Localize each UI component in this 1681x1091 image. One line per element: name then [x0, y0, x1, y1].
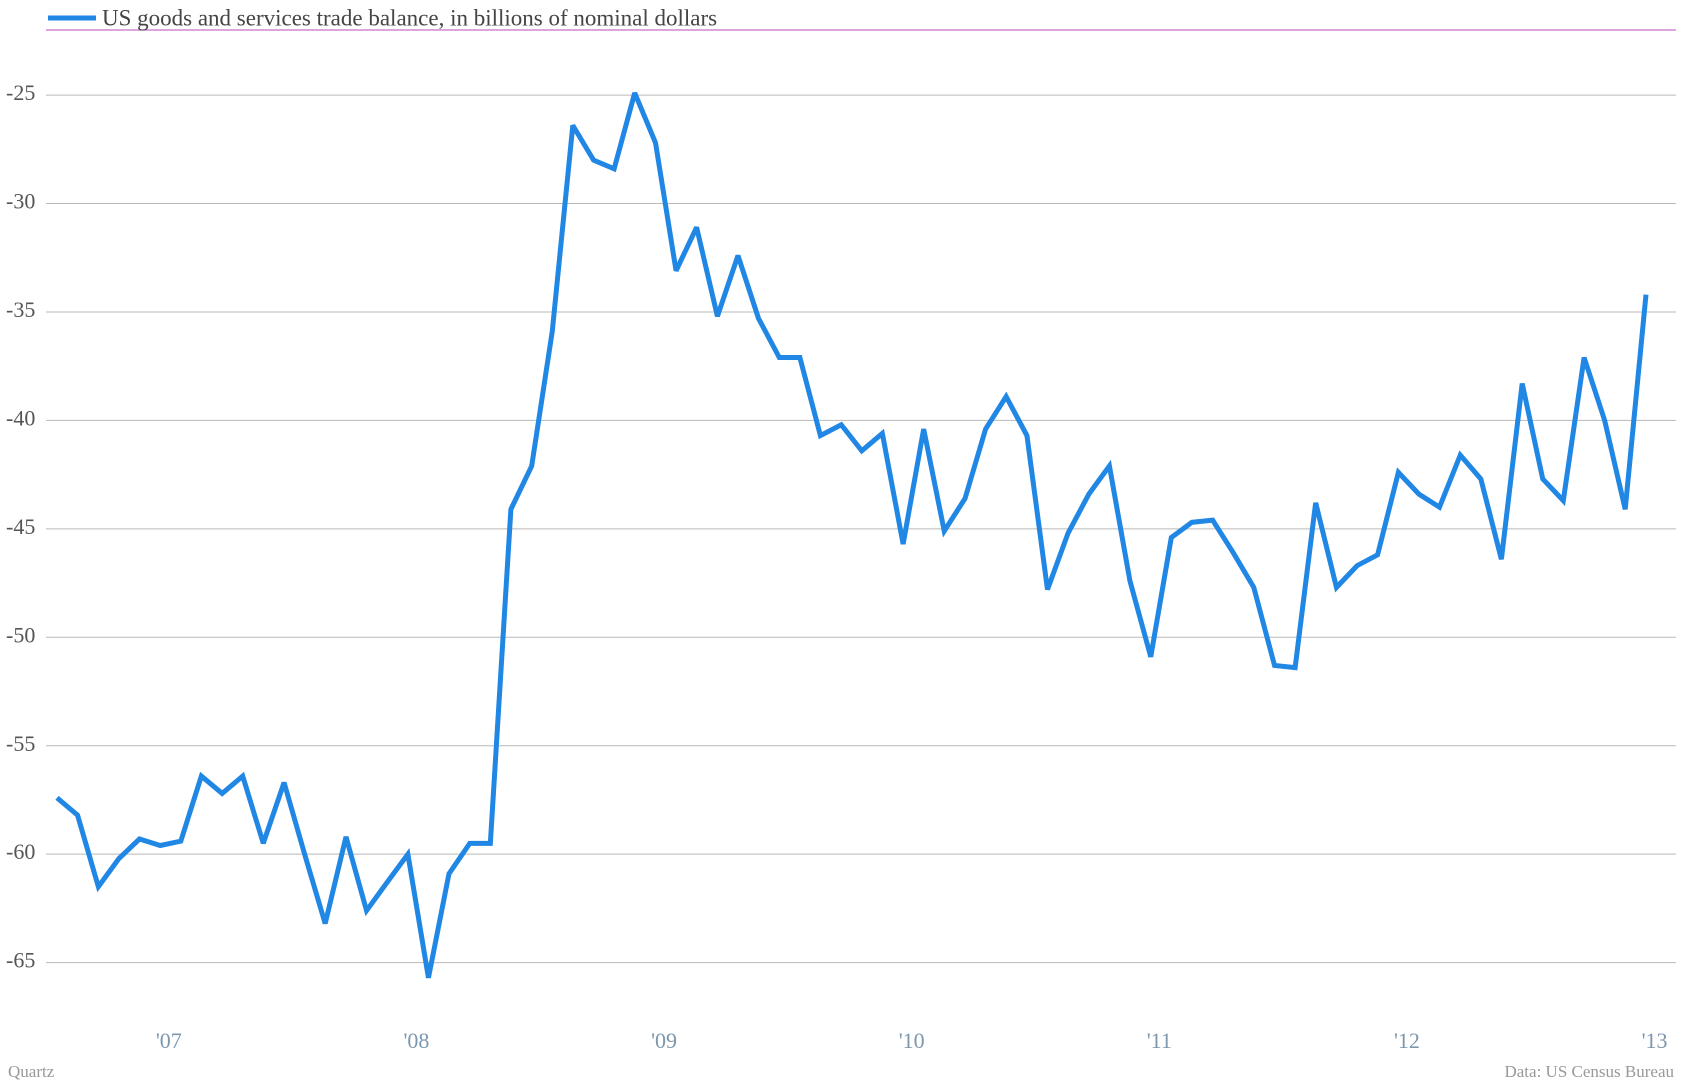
x-tick-label: '10: [899, 1028, 925, 1053]
y-tick-label: -35: [6, 297, 35, 322]
y-tick-label: -25: [6, 80, 35, 105]
x-tick-label: '09: [651, 1028, 677, 1053]
y-tick-label: -55: [6, 731, 35, 756]
y-tick-label: -50: [6, 622, 35, 647]
y-tick-label: -30: [6, 189, 35, 214]
y-tick-label: -60: [6, 839, 35, 864]
legend-label: US goods and services trade balance, in …: [102, 5, 717, 30]
x-tick-label: '12: [1394, 1028, 1420, 1053]
x-tick-label: '07: [156, 1028, 182, 1053]
x-tick-label: '08: [403, 1028, 429, 1053]
y-tick-label: -45: [6, 514, 35, 539]
data-line: [55, 91, 1649, 979]
source: Data: US Census Bureau: [1504, 1062, 1674, 1081]
x-tick-label: '13: [1642, 1028, 1668, 1053]
credit: Quartz: [8, 1062, 55, 1081]
x-tick-label: '11: [1147, 1028, 1172, 1053]
y-tick-label: -65: [6, 948, 35, 973]
y-tick-label: -40: [6, 405, 35, 430]
